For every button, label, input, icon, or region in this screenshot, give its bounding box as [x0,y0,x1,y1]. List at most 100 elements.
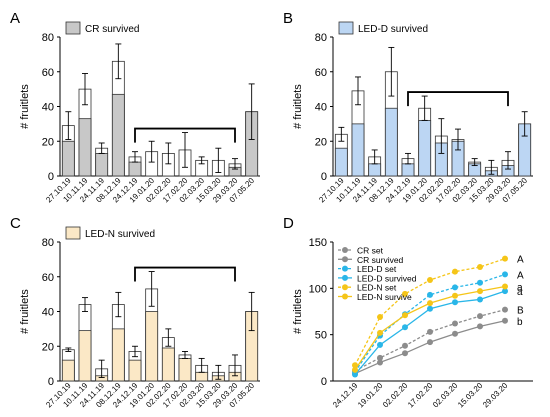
panel-a-y-tick-label: 20 [42,136,54,148]
panel-d-point [352,366,358,373]
panel-d-significance-letter: a [517,282,523,293]
panel-c-bar-survived [178,358,192,382]
panel-a-bar-survived [78,118,92,177]
panel-d-point [402,342,408,349]
panel-d-point [477,279,483,286]
panel-d-significance-letter: A [517,270,524,281]
panel-d-point [377,341,383,348]
panel-c-bar-survived [111,328,125,382]
panel-d-point [377,354,383,361]
panel-d-point [477,288,483,295]
panel-d-point [477,323,483,330]
panel-c-y-tick-label: 60 [42,272,54,284]
panel-d-y-tick-label: 100 [309,283,327,295]
panel-d-point [477,264,483,271]
panel-b-y-tick-label: 20 [315,136,327,148]
panel-d-legend-label: LED-N set [357,283,397,293]
panel-b-y-axis-label: # fruitlets [292,84,304,129]
panel-d-y-tick-label: 50 [315,330,327,342]
panel-b-y-tick-label: 80 [315,32,327,44]
panel-a-bar-survived [61,140,75,177]
panel-d-point [452,284,458,291]
panel-b-bar-survived [418,120,432,177]
panel-d-point [427,276,433,283]
panel-d-legend-marker [342,293,348,300]
panel-d-x-tick-label: 15.03.20 [456,381,485,410]
panel-b-y-tick-label: 40 [315,102,327,114]
panel-d-x-tick-label: 17.02.20 [406,381,435,410]
panel-d-significance-letter: a [517,287,523,298]
panel-d-point [377,329,383,336]
panel-d-legend-label: LED-N survive [357,292,412,302]
panel-b-y-tick-label: 60 [315,67,327,79]
panel-d-point [502,255,508,262]
panel-c-bracket [134,266,236,282]
panel-d-significance-letter: b [517,317,523,328]
panel-d-point [502,271,508,278]
panel-c-y-tick-label: 80 [42,237,54,249]
panel-a-legend-label: CR survived [85,24,139,35]
panel-d-legend-label: CR survived [357,255,404,265]
panel-b-bar-survived [351,123,365,177]
panel-a-legend-swatch [65,21,81,35]
panel-d-point [502,288,508,295]
panel-d-point [352,371,358,378]
panel-d-point [377,359,383,366]
panel-c-letter: C [10,215,21,232]
panel-b-y-tick-label: 0 [321,171,327,183]
panel-d-legend-label: LED-D set [357,264,397,274]
panel-d-legend-label: LED-D survived [357,273,417,283]
panel-b-bar-survived [401,163,415,177]
panel-c-bar-survived [161,347,175,382]
panel-d-legend-label: CR set [357,246,384,256]
panel-d-legend-marker [342,265,348,272]
panel-a-y-tick-label: 80 [42,32,54,44]
panel-d-point [452,268,458,275]
panel-d-y-tick-label: 150 [309,237,327,249]
panel-a-bracket [134,127,236,143]
panel-c-bar-survived [61,359,75,382]
panel-d-point [452,299,458,306]
panel-d-point [477,296,483,303]
panel-d-x-tick-label: 02.03.20 [431,381,460,410]
panel-c-legend-swatch [65,226,81,240]
panel-c-y-tick-label: 0 [48,376,54,388]
panel-c-legend-label: LED-N survived [85,229,155,240]
panel-d-significance-letter: B [517,306,524,317]
panel-d-point [452,320,458,327]
panel-b-bar-survived [384,107,398,177]
panel-b-legend-swatch [338,21,354,35]
panel-d-legend-marker [342,256,348,263]
panel-d-letter: D [283,215,294,232]
panel-d-x-tick-label: 19.01.20 [356,381,385,410]
panel-d-legend-marker [342,247,348,253]
panel-d-point [502,306,508,313]
panel-d-point [427,291,433,298]
panel-d-point [502,283,508,290]
panel-b-bar-survived [368,163,382,177]
panel-d-point [377,314,383,321]
panel-d-significance-letter: A [517,255,524,266]
panel-b-letter: B [283,10,293,27]
panel-c-bar-survived [128,359,142,382]
panel-a-y-axis-label: # fruitlets [19,84,31,129]
panel-d-x-tick-label: 24.12.19 [331,381,360,410]
panel-a-y-tick-label: 40 [42,102,54,114]
panel-d-point [402,290,408,297]
panel-b-legend-label: LED-D survived [358,24,428,35]
panel-d-point [402,324,408,331]
panel-d-point [477,313,483,320]
panel-a-y-tick-label: 60 [42,67,54,79]
panel-d-legend-marker [342,274,348,281]
panel-d-y-tick-label: 0 [321,376,327,388]
panel-d-x-tick-label: 02.02.20 [381,381,410,410]
panel-b-bracket [407,91,509,107]
panel-d-x-tick-label: 29.03.20 [481,381,510,410]
panel-a-bar-survived [111,93,125,177]
panel-c-bar-survived [78,330,92,382]
panel-c-y-tick-label: 40 [42,307,54,319]
panel-d-point [427,328,433,335]
panel-d-y-axis-label: # fruitlets [292,289,304,334]
panel-a-bar-survived [95,153,109,177]
